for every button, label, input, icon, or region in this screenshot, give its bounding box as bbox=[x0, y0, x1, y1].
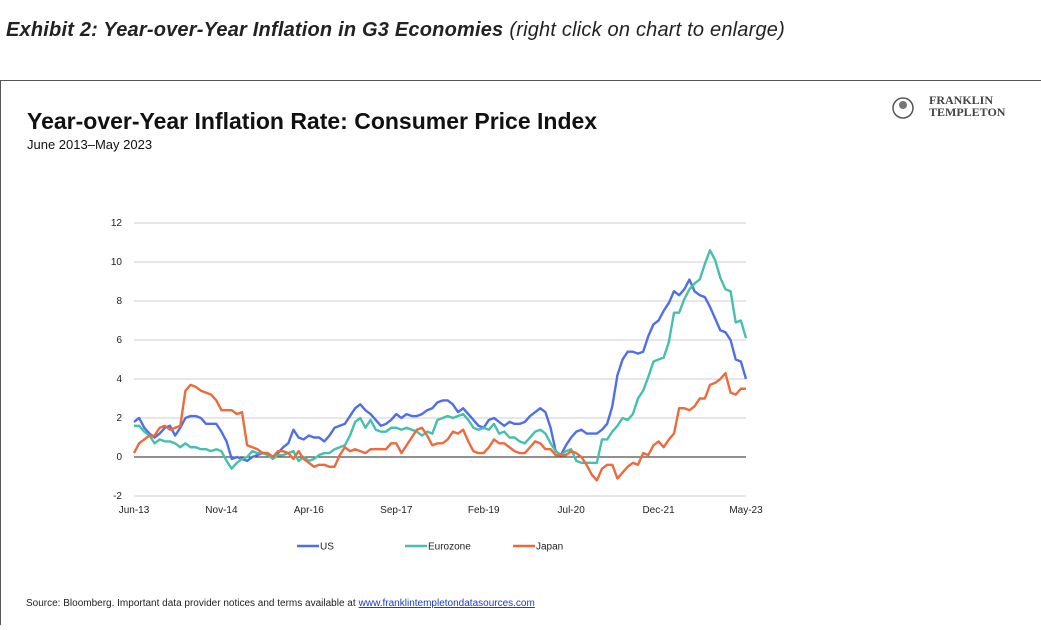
chart-panel: Year-over-Year Inflation Rate: Consumer … bbox=[0, 80, 1041, 625]
source-note: Source: Bloomberg. Important data provid… bbox=[26, 598, 535, 609]
x-tick-label: Feb-19 bbox=[468, 505, 500, 516]
y-tick-label: 8 bbox=[116, 296, 122, 307]
x-tick-label: Nov-14 bbox=[205, 505, 238, 516]
logo-text: FRANKLIN bbox=[929, 93, 993, 107]
legend-label: US bbox=[320, 542, 334, 553]
y-tick-label: -2 bbox=[113, 491, 122, 502]
exhibit-heading: Exhibit 2: Year-over-Year Inflation in G… bbox=[6, 19, 785, 42]
y-tick-label: 0 bbox=[116, 452, 122, 463]
source-text: Source: Bloomberg. Important data provid… bbox=[26, 598, 356, 609]
x-tick-label: Jun-13 bbox=[119, 505, 150, 516]
y-tick-label: 2 bbox=[116, 413, 122, 424]
x-tick-label: Dec-21 bbox=[642, 505, 675, 516]
exhibit-note: (right click on chart to enlarge) bbox=[509, 19, 785, 41]
logo: FRANKLIN TEMPLETON bbox=[892, 93, 1006, 119]
y-tick-label: 4 bbox=[116, 374, 122, 385]
y-tick-label: 12 bbox=[111, 218, 123, 229]
legend-label: Japan bbox=[536, 542, 563, 553]
y-tick-label: 10 bbox=[111, 257, 123, 268]
y-tick-label: 6 bbox=[116, 335, 122, 346]
x-tick-label: Apr-16 bbox=[294, 505, 324, 516]
series-line bbox=[133, 278, 748, 463]
x-tick-label: Sep-17 bbox=[380, 505, 413, 516]
x-tick-label: May-23 bbox=[729, 505, 763, 516]
series-line bbox=[134, 249, 748, 470]
chart: Year-over-Year Inflation Rate: Consumer … bbox=[27, 93, 1006, 553]
source-link[interactable]: www.franklintempletondatasources.com bbox=[358, 598, 535, 609]
logo-mark-head bbox=[899, 101, 907, 109]
exhibit-title: Exhibit 2: Year-over-Year Inflation in G… bbox=[6, 19, 504, 41]
legend-label: Eurozone bbox=[428, 542, 471, 553]
chart-title: Year-over-Year Inflation Rate: Consumer … bbox=[27, 108, 597, 134]
chart-subtitle: June 2013–May 2023 bbox=[27, 137, 152, 152]
logo-text: TEMPLETON bbox=[929, 105, 1006, 119]
logo-mark bbox=[892, 97, 914, 119]
series-line bbox=[132, 371, 746, 482]
x-tick-label: Jul-20 bbox=[558, 505, 586, 516]
